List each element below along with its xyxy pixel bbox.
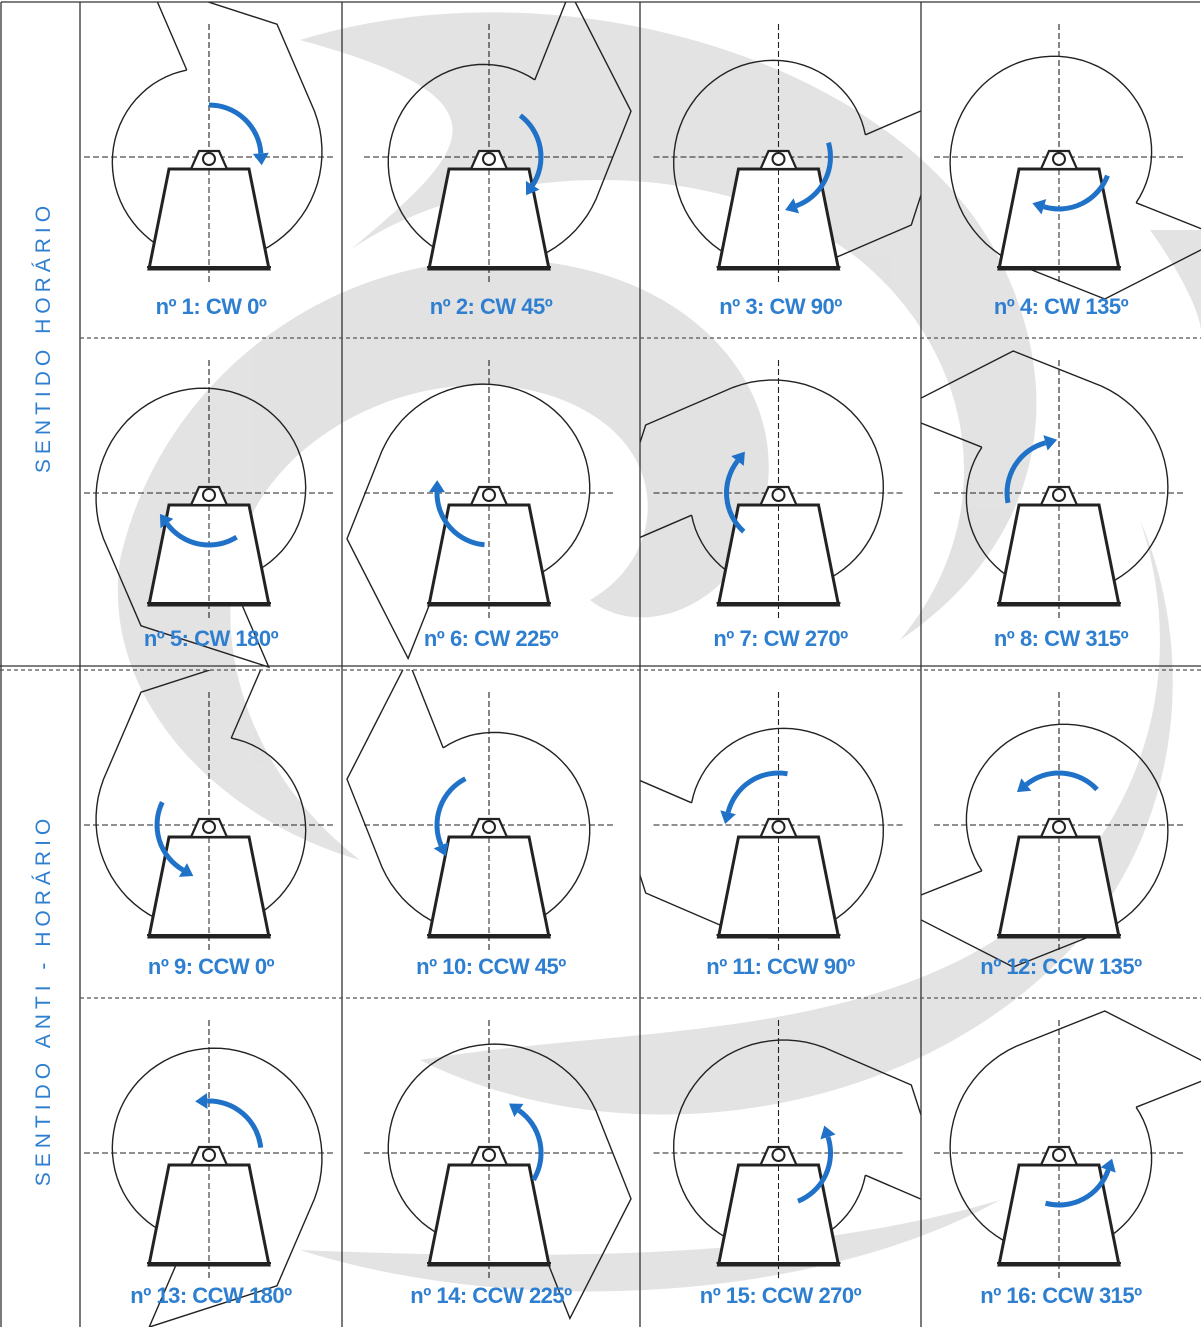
fan-drawing	[364, 2, 632, 284]
fan-drawing	[364, 1020, 632, 1321]
counterclockwise-arrow-icon	[433, 776, 467, 857]
fan-position-cell: nº 11: CCW 90º	[640, 670, 921, 998]
counterclockwise-arrow-icon	[1017, 770, 1099, 793]
bearing-icon	[1039, 485, 1079, 507]
bearing-icon	[758, 485, 799, 507]
fan-position-cell: nº 5: CW 180º	[80, 338, 342, 670]
fan-position-cell: nº 3: CW 90º	[640, 2, 921, 338]
fan-drawing	[653, 1020, 921, 1280]
fan-position-cell: nº 6: CW 225º	[342, 338, 640, 670]
counterclockwise-arrow-icon	[154, 801, 194, 877]
bearing-icon	[1039, 149, 1079, 171]
position-caption: nº 10: CCW 45º	[416, 954, 566, 979]
fan-drawing	[653, 24, 921, 284]
fan-position-cell: nº 9: CCW 0º	[80, 670, 342, 998]
bearing-icon	[469, 149, 509, 171]
bearing-icon	[189, 817, 229, 839]
position-caption: nº 11: CCW 90º	[706, 954, 855, 979]
position-caption: nº 3: CW 90º	[719, 294, 842, 319]
clockwise-arrow-icon	[159, 513, 238, 548]
clockwise-arrow-icon	[518, 113, 544, 196]
fan-drawing	[84, 1020, 334, 1327]
position-caption: nº 14: CCW 225º	[410, 1283, 572, 1308]
position-caption: nº 9: CCW 0º	[147, 954, 275, 979]
fan-position-cell: nº 13: CCW 180º	[80, 998, 342, 1327]
fan-drawing	[84, 360, 334, 669]
position-caption: nº 15: CCW 270º	[699, 1283, 862, 1308]
fan-drawing	[921, 350, 1184, 620]
bearing-icon	[758, 817, 799, 839]
fan-position-cell: nº 16: CCW 315º	[921, 998, 1201, 1327]
scroll-housing	[346, 670, 591, 935]
fan-drawing	[640, 692, 904, 952]
fan-position-cell: nº 8: CW 315º	[921, 338, 1201, 670]
fan-position-cell: nº 1: CW 0º	[80, 2, 342, 338]
bearing-icon	[758, 149, 799, 171]
fan-position-cell: nº 4: CW 135º	[921, 2, 1201, 338]
scroll-housing	[949, 55, 1201, 300]
scroll-housing	[95, 387, 307, 669]
position-caption: nº 4: CW 135º	[993, 294, 1129, 319]
bearing-icon	[469, 1145, 509, 1167]
bearing-icon	[1039, 1145, 1079, 1167]
fan-position-cell: nº 14: CCW 225º	[342, 998, 640, 1327]
bearing-icon	[189, 149, 229, 171]
scroll-housing	[387, 2, 632, 267]
bearing-icon	[189, 1145, 229, 1167]
position-caption: nº 16: CCW 315º	[980, 1283, 1142, 1308]
fan-drawing	[84, 670, 334, 952]
counterclockwise-arrow-icon	[1044, 1158, 1116, 1208]
clockwise-arrow-icon	[724, 451, 746, 534]
position-caption: nº 1: CW 0º	[155, 294, 267, 319]
bearing-icon	[469, 817, 509, 839]
fan-drawing	[640, 360, 904, 620]
clockwise-arrow-icon	[1032, 174, 1110, 215]
fan-position-cell: nº 10: CCW 45º	[342, 670, 640, 998]
counterclockwise-arrow-icon	[195, 1093, 264, 1148]
position-caption: nº 5: CW 180º	[143, 626, 279, 651]
scroll-housing	[921, 723, 1169, 968]
scroll-housing	[111, 1047, 323, 1327]
fan-drawing	[934, 1010, 1201, 1280]
bearing-icon	[758, 1145, 799, 1167]
bearing-icon	[189, 485, 229, 507]
counterclockwise-arrow-icon	[797, 1125, 836, 1204]
clockwise-arrow-icon	[208, 102, 269, 166]
fan-drawing	[346, 360, 614, 661]
bearing-icon	[469, 485, 509, 507]
position-caption: nº 6: CW 225º	[423, 626, 559, 651]
fan-position-cell: nº 2: CW 45º	[342, 2, 640, 338]
fan-drawing	[346, 670, 614, 952]
fan-drawing	[921, 692, 1184, 968]
position-caption: nº 7: CW 270º	[713, 626, 848, 651]
fan-drawing	[84, 2, 334, 284]
fan-position-cell: nº 7: CW 270º	[640, 338, 921, 670]
clockwise-arrow-icon	[785, 142, 833, 214]
fan-position-cell: nº 12: CCW 135º	[921, 670, 1201, 998]
position-caption: nº 12: CCW 135º	[980, 954, 1142, 979]
position-caption: nº 2: CW 45º	[429, 294, 553, 319]
counterclockwise-arrow-icon	[720, 770, 788, 824]
position-caption: nº 8: CW 315º	[993, 626, 1129, 651]
counterclockwise-arrow-icon	[509, 1103, 544, 1182]
clockwise-arrow-icon	[1004, 435, 1058, 504]
fan-position-cell: nº 15: CCW 270º	[640, 998, 921, 1327]
fan-drawing	[934, 24, 1201, 300]
position-caption: nº 13: CCW 180º	[130, 1283, 292, 1308]
clockwise-arrow-icon	[429, 480, 485, 548]
bearing-icon	[1039, 817, 1079, 839]
